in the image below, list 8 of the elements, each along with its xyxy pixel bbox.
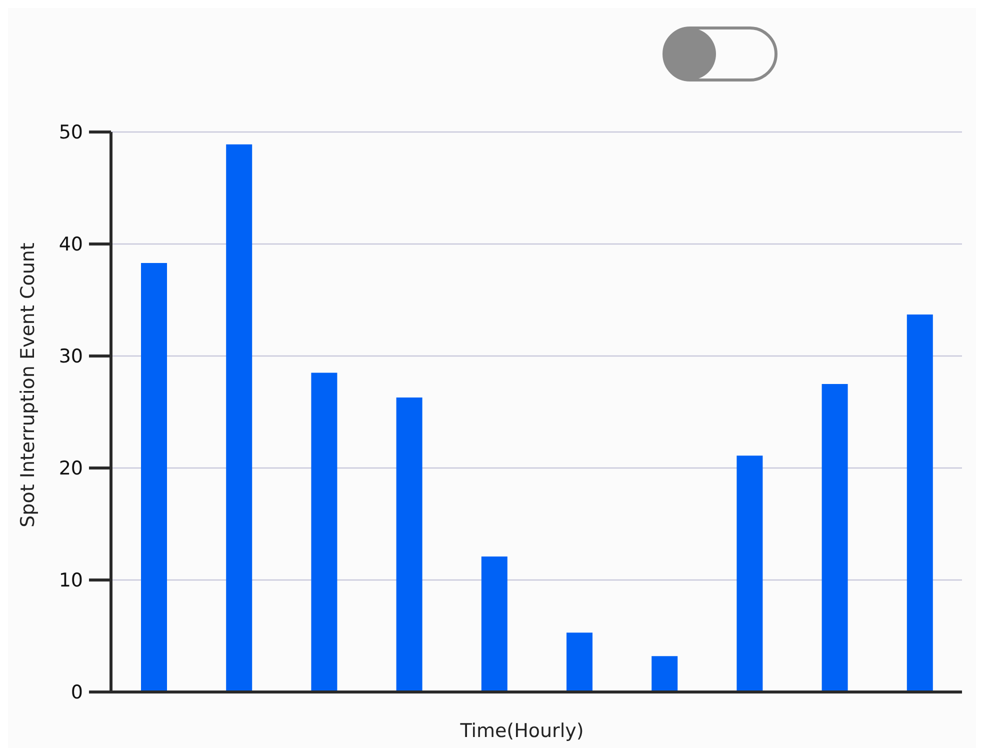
- y-tick-label: 50: [58, 122, 83, 144]
- y-tick-label: 10: [58, 570, 83, 592]
- y-tick-label: 20: [58, 458, 83, 480]
- y-tick-label: 30: [58, 346, 83, 368]
- x-axis-title: Time(Hourly): [459, 719, 585, 744]
- y-tick-label: 0: [70, 682, 83, 704]
- y-tick-label: 40: [58, 234, 83, 256]
- y-axis-title: Spot Interruption Event Count: [16, 242, 40, 530]
